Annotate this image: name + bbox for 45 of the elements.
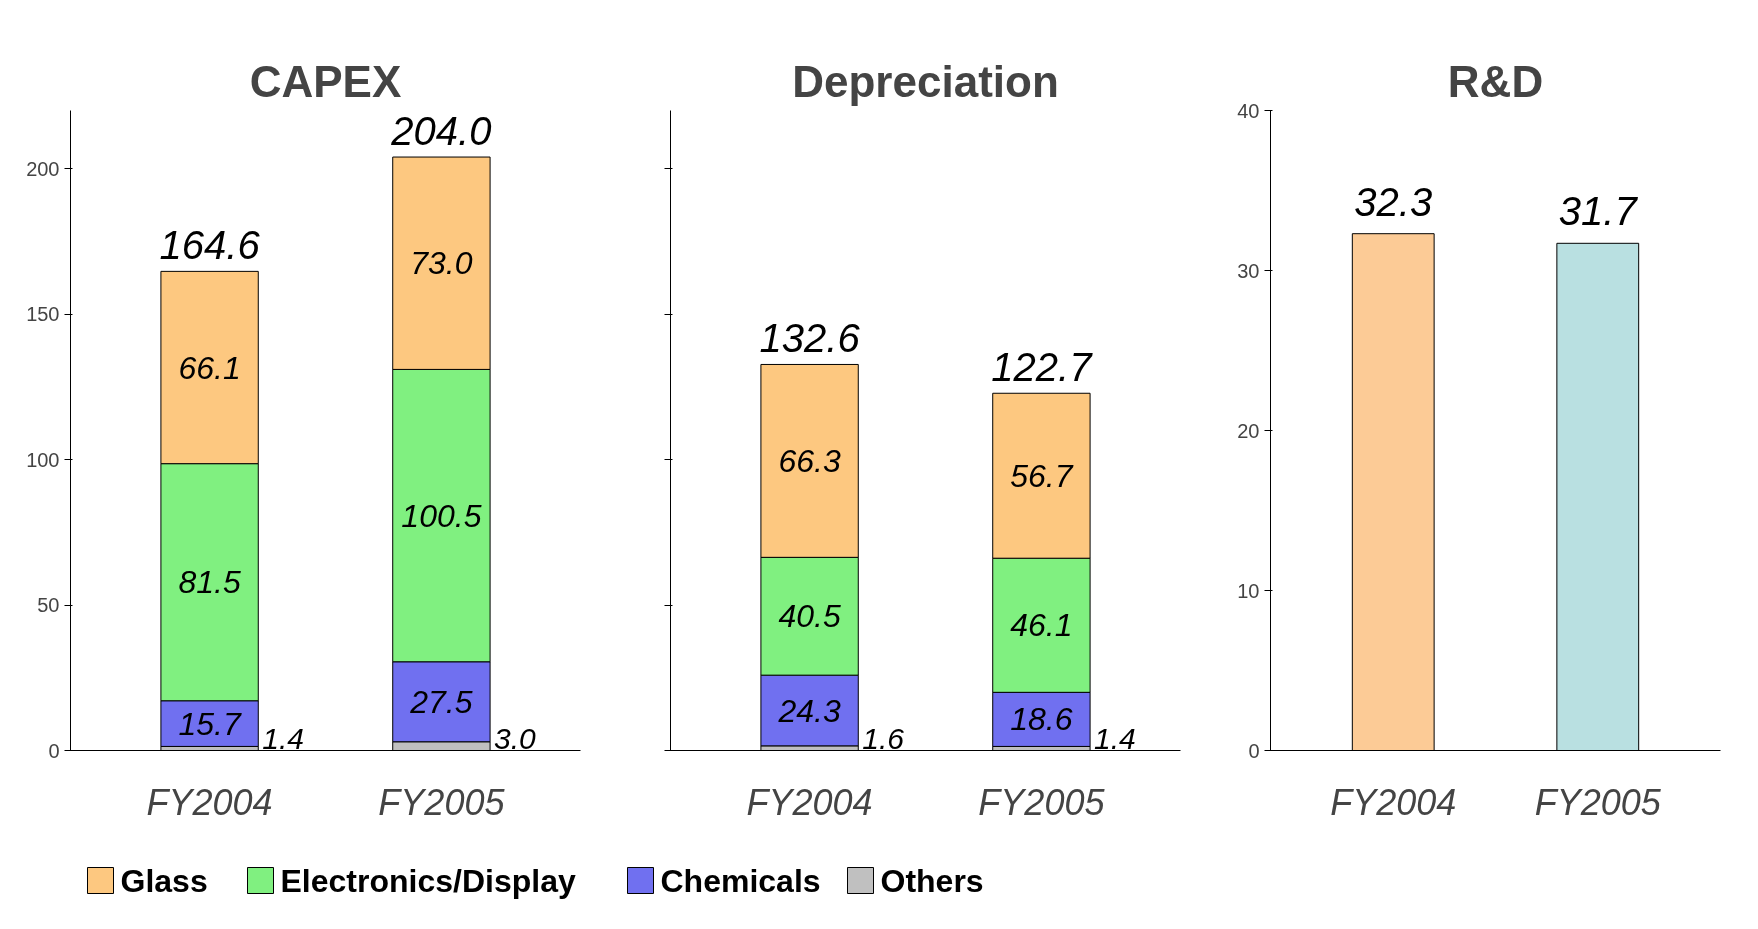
x-tick-label: FY2005 bbox=[1534, 781, 1662, 823]
total-label: 204.0 bbox=[390, 109, 492, 154]
x-tick-label: FY2004 bbox=[1330, 781, 1457, 823]
data-label: 32.3 bbox=[1354, 179, 1433, 224]
y-tick-label: 0 bbox=[48, 739, 60, 762]
total-label: 164.6 bbox=[159, 223, 261, 268]
y-tick-label: 0 bbox=[1248, 739, 1260, 762]
y-tick-label: 100 bbox=[26, 448, 60, 471]
legend-label: Glass bbox=[120, 862, 208, 899]
data-label: 15.7 bbox=[178, 705, 242, 742]
data-label: 73.0 bbox=[410, 245, 473, 282]
x-tick-label: FY2004 bbox=[746, 781, 873, 823]
y-tick-label: 40 bbox=[1237, 99, 1260, 122]
x-tick-label: FY2005 bbox=[378, 781, 506, 823]
y-tick-label: 30 bbox=[1237, 259, 1260, 282]
y-tick-label: 200 bbox=[26, 157, 60, 180]
data-label: 46.1 bbox=[1010, 607, 1073, 644]
data-label: 66.1 bbox=[178, 349, 241, 386]
data-label: 24.3 bbox=[777, 692, 841, 729]
data-label: 66.3 bbox=[778, 442, 841, 479]
data-label: 27.5 bbox=[409, 683, 473, 720]
legend-label: Chemicals bbox=[660, 862, 821, 899]
data-label: 40.5 bbox=[778, 598, 841, 635]
legend-label: Others bbox=[880, 862, 984, 899]
y-tick-label: 50 bbox=[37, 594, 60, 617]
x-tick-label: FY2004 bbox=[146, 781, 273, 823]
data-label: 81.5 bbox=[178, 564, 241, 601]
legend-label: Electronics/Display bbox=[280, 862, 576, 899]
data-label: 100.5 bbox=[401, 497, 482, 534]
chart-title: R&D bbox=[1447, 56, 1544, 106]
data-label: 1.4 bbox=[1094, 721, 1136, 755]
y-tick-label: 150 bbox=[26, 303, 60, 326]
data-label: 1.6 bbox=[862, 721, 905, 755]
data-label: 18.6 bbox=[1010, 701, 1073, 738]
chart-title: Depreciation bbox=[792, 56, 1059, 106]
data-label: 1.4 bbox=[262, 721, 304, 755]
data-label: 3.0 bbox=[494, 721, 537, 755]
x-tick-label: FY2005 bbox=[978, 781, 1106, 823]
data-label: 31.7 bbox=[1558, 189, 1639, 234]
data-label: 56.7 bbox=[1010, 457, 1074, 494]
chart-title: CAPEX bbox=[249, 56, 402, 106]
y-tick-label: 20 bbox=[1237, 419, 1260, 442]
total-label: 122.7 bbox=[991, 345, 1094, 390]
y-tick-label: 10 bbox=[1237, 579, 1260, 602]
total-label: 132.6 bbox=[759, 316, 861, 361]
